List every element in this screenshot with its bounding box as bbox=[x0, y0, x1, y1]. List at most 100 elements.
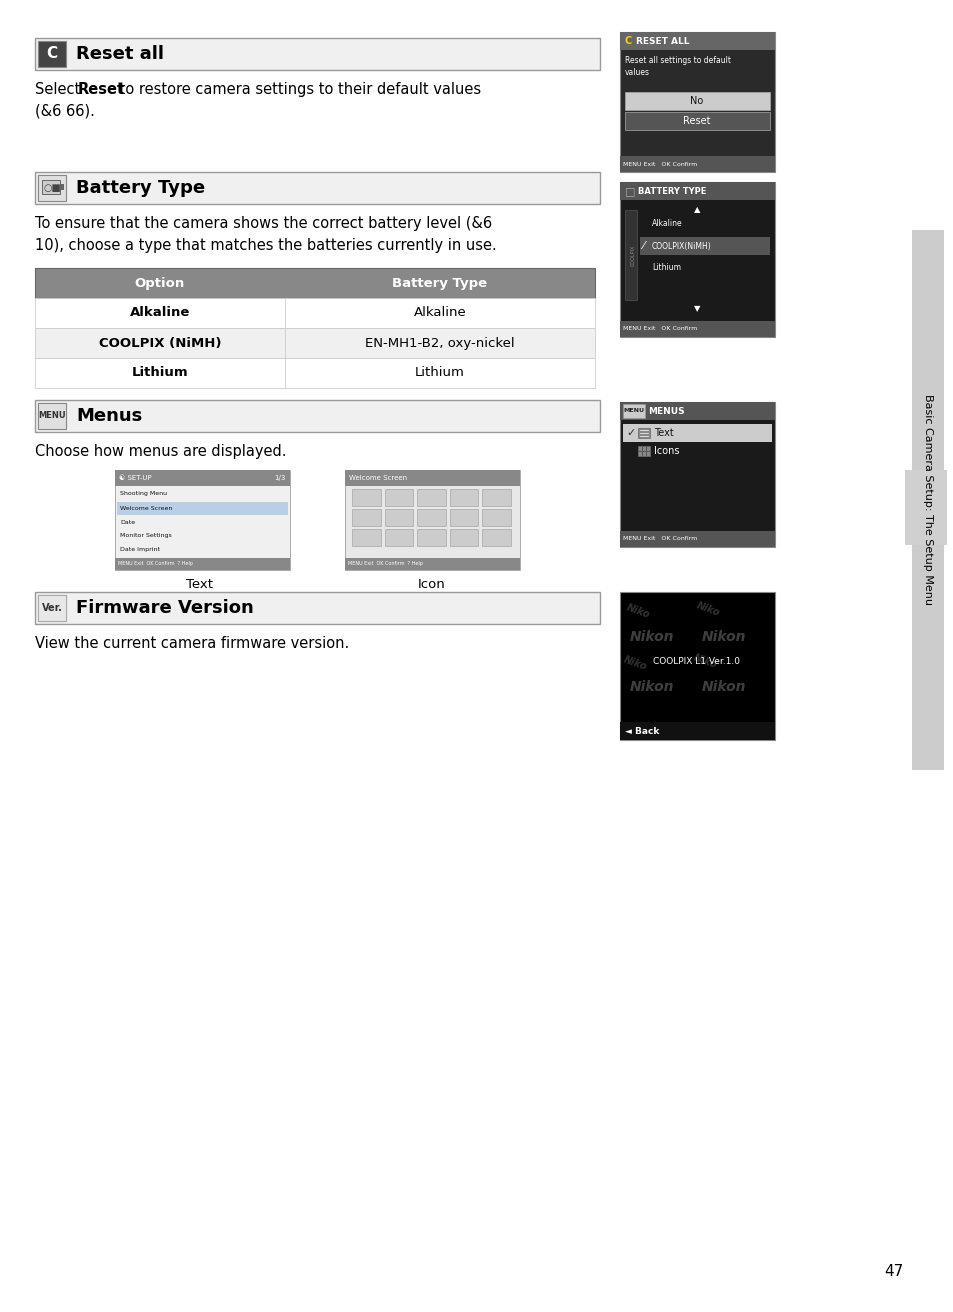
Bar bbox=[622, 404, 644, 419]
Text: MENU Exit   OK Confirm: MENU Exit OK Confirm bbox=[622, 537, 697, 542]
Text: MENU Exit   OK Confirm: MENU Exit OK Confirm bbox=[622, 327, 697, 332]
Text: Reset: Reset bbox=[78, 81, 125, 97]
Bar bbox=[619, 321, 774, 337]
Bar bbox=[449, 489, 477, 506]
Bar bbox=[38, 403, 66, 429]
Bar bbox=[352, 509, 380, 526]
Text: Niko: Niko bbox=[624, 602, 651, 619]
Text: Date: Date bbox=[120, 520, 135, 525]
Bar bbox=[35, 298, 595, 328]
Bar bbox=[345, 470, 519, 485]
Text: Nikon: Nikon bbox=[701, 630, 745, 644]
Text: Monitor Settings: Monitor Settings bbox=[120, 534, 172, 538]
Bar bbox=[416, 509, 445, 526]
Text: Alkaline: Alkaline bbox=[130, 307, 190, 320]
Text: Basic Camera Setup: The Setup Menu: Basic Camera Setup: The Setup Menu bbox=[923, 395, 932, 606]
Bar bbox=[638, 446, 649, 457]
Bar bbox=[384, 509, 413, 526]
Bar bbox=[117, 530, 288, 543]
Bar bbox=[482, 489, 511, 506]
Bar bbox=[352, 529, 380, 546]
Text: ▼: ▼ bbox=[693, 304, 700, 314]
Text: Select: Select bbox=[35, 81, 85, 97]
Bar bbox=[38, 403, 66, 429]
Text: Niko: Niko bbox=[695, 600, 720, 618]
Bar bbox=[482, 529, 511, 546]
Text: COOLPIX L1 Ver.1.0: COOLPIX L1 Ver.1.0 bbox=[653, 656, 740, 665]
Text: MENU Exit  OK Confirm  ? Help: MENU Exit OK Confirm ? Help bbox=[118, 562, 193, 567]
Bar bbox=[639, 258, 769, 277]
Bar bbox=[619, 182, 774, 199]
Text: BATTERY TYPE: BATTERY TYPE bbox=[638, 186, 705, 195]
Text: C: C bbox=[624, 35, 632, 46]
Bar bbox=[619, 722, 774, 740]
Bar bbox=[639, 447, 641, 451]
Bar bbox=[35, 592, 599, 625]
Bar bbox=[619, 156, 774, 172]
Bar bbox=[416, 489, 445, 506]
Bar bbox=[35, 38, 599, 70]
Bar bbox=[117, 516, 288, 529]
Text: MENU: MENU bbox=[38, 412, 66, 421]
Bar bbox=[384, 489, 413, 506]
Bar bbox=[449, 529, 477, 546]
Bar bbox=[38, 41, 66, 67]
Bar bbox=[117, 502, 288, 516]
Bar bbox=[35, 268, 595, 298]
Bar bbox=[619, 401, 774, 547]
Text: Shooting Menu: Shooting Menu bbox=[120, 492, 167, 496]
Bar bbox=[638, 428, 649, 438]
Bar bbox=[646, 453, 649, 457]
Text: Lithium: Lithium bbox=[651, 264, 680, 273]
Bar bbox=[624, 210, 637, 300]
Text: View the current camera firmware version.: View the current camera firmware version… bbox=[35, 636, 349, 651]
Bar bbox=[35, 400, 599, 432]
Text: RESET ALL: RESET ALL bbox=[636, 37, 689, 46]
Text: to restore camera settings to their default values: to restore camera settings to their defa… bbox=[115, 81, 480, 97]
Bar bbox=[42, 180, 60, 194]
Text: To ensure that the camera shows the correct battery level (&6: To ensure that the camera shows the corr… bbox=[35, 216, 492, 231]
Text: Lithium: Lithium bbox=[132, 366, 188, 379]
Text: Nikon: Nikon bbox=[701, 680, 745, 694]
Bar bbox=[117, 544, 288, 558]
Bar bbox=[619, 31, 774, 50]
Text: Icons: Icons bbox=[654, 446, 679, 457]
Text: Choose how menus are displayed.: Choose how menus are displayed. bbox=[35, 443, 286, 459]
Bar bbox=[619, 182, 774, 337]
Text: EN-MH1-B2, oxy-nickel: EN-MH1-B2, oxy-nickel bbox=[365, 336, 515, 349]
Text: ⁄: ⁄ bbox=[641, 241, 643, 251]
Bar bbox=[482, 509, 511, 526]
Bar bbox=[624, 92, 769, 110]
Bar bbox=[115, 470, 290, 569]
Bar bbox=[38, 596, 66, 621]
Text: COOLPIX(NiMH): COOLPIX(NiMH) bbox=[651, 241, 711, 251]
Text: Niko: Niko bbox=[691, 652, 718, 669]
Bar bbox=[352, 489, 380, 506]
Bar bbox=[619, 531, 774, 547]
Bar bbox=[642, 447, 645, 451]
Text: Reset: Reset bbox=[682, 115, 710, 126]
Bar bbox=[642, 453, 645, 457]
Text: MENU Exit  OK Confirm  ? Help: MENU Exit OK Confirm ? Help bbox=[348, 562, 422, 567]
Text: COOLPIX (NiMH): COOLPIX (NiMH) bbox=[99, 336, 221, 349]
Text: Welcome Screen: Welcome Screen bbox=[349, 475, 407, 482]
Bar bbox=[639, 215, 769, 234]
Text: Niko: Niko bbox=[621, 653, 648, 672]
Text: Welcome Screen: Welcome Screen bbox=[120, 505, 172, 510]
Bar bbox=[639, 453, 641, 457]
Bar bbox=[345, 470, 519, 569]
Bar bbox=[38, 174, 66, 201]
Bar bbox=[904, 470, 946, 544]
Bar bbox=[622, 424, 771, 442]
Bar bbox=[624, 112, 769, 130]
Bar bbox=[911, 230, 943, 770]
Text: values: values bbox=[624, 68, 649, 77]
Text: C: C bbox=[47, 46, 57, 62]
Bar bbox=[38, 596, 66, 621]
Text: Icon: Icon bbox=[417, 579, 445, 590]
Text: Text: Text bbox=[186, 579, 213, 590]
Text: ☯ SET-UP: ☯ SET-UP bbox=[119, 475, 152, 482]
Text: Option: Option bbox=[134, 277, 185, 290]
Bar bbox=[35, 328, 595, 358]
Text: MENUS: MENUS bbox=[647, 407, 684, 416]
